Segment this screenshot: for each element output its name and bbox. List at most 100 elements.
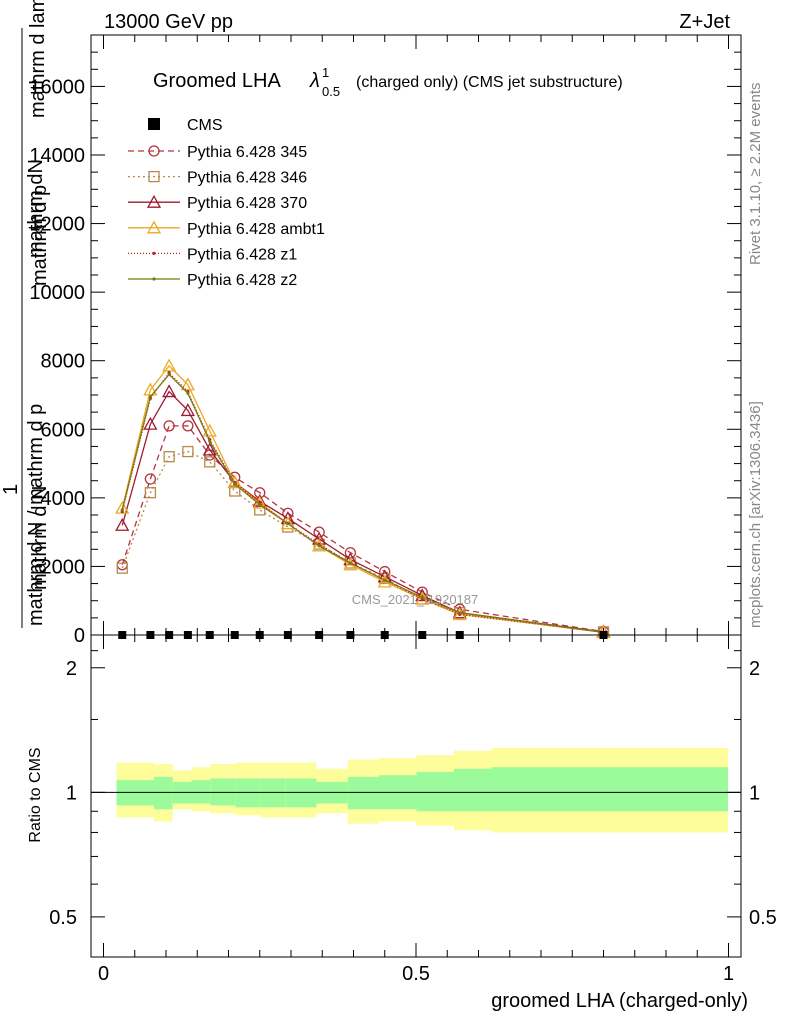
legend-marker <box>146 220 162 234</box>
data-point <box>208 439 212 443</box>
data-point <box>348 561 352 565</box>
ratio-tick-label: 2 <box>66 658 77 680</box>
series-line <box>121 450 604 633</box>
data-point <box>229 485 241 497</box>
header-left: 13000 GeV pp <box>104 11 233 33</box>
stat-uncertainty-band <box>191 780 211 804</box>
y-tick-label: 14000 <box>29 145 85 167</box>
series-line <box>121 425 604 633</box>
main-plot-panel: 0 2000 4000 6000 8000 10000 12000 14000 16000 CM… <box>29 34 742 647</box>
main-y-axis-label: mathrm dN mathrm d p mathrm d lambda 1 m… <box>0 0 51 628</box>
data-point <box>233 482 237 486</box>
title-sub: 0.5 <box>322 84 340 99</box>
data-point <box>148 395 152 399</box>
data-point <box>317 544 321 548</box>
ratio-y-axis: 0.5 0.5 1 1 2 2 <box>49 650 777 929</box>
legend-marker <box>146 194 162 208</box>
data-point <box>144 473 157 485</box>
title-main: Groomed LHA <box>153 70 281 92</box>
ylabel-top3: mathrm d lambda <box>27 0 49 118</box>
data-point <box>116 562 128 574</box>
legend-marker <box>148 145 160 157</box>
rivet-label: Rivet 3.1.10, ≥ 2.2M events <box>747 83 764 266</box>
legend: CMS Pythia 6.428 345 Pythia 6.428 346 Pyth… <box>128 117 325 289</box>
data-point <box>227 475 242 489</box>
stat-uncertainty-band <box>491 767 728 812</box>
data-point <box>458 611 462 615</box>
data-point <box>163 420 175 432</box>
x-axis: 0 0.5 1 <box>98 635 734 985</box>
data-point <box>180 403 195 417</box>
x-axis-label: groomed LHA (charged-only) <box>491 990 748 1012</box>
data-point <box>144 487 157 499</box>
data-point <box>379 572 391 585</box>
legend-label-cms: CMS <box>187 117 223 134</box>
data-point <box>182 420 194 432</box>
series-line <box>121 371 604 633</box>
y-tick-label: 0 <box>74 625 85 647</box>
x-tick-label: 0 <box>98 963 109 985</box>
x-tick-label: 0.5 <box>402 963 430 985</box>
legend-marker <box>152 251 156 255</box>
legend-label: Pythia 6.428 z1 <box>187 246 297 263</box>
data-point <box>163 451 175 463</box>
legend-label: Pythia 6.428 370 <box>187 195 307 212</box>
data-point <box>312 538 327 552</box>
stat-uncertainty-band <box>416 771 454 812</box>
ylabel-bottom2: mathrm d N <box>29 486 51 590</box>
ratio-tick-label: 0.5 <box>49 907 77 929</box>
data-point <box>313 526 325 538</box>
legend-label: Pythia 6.428 z2 <box>187 272 297 289</box>
legend-label: Pythia 6.428 345 <box>187 144 307 161</box>
y-tick-label: 4000 <box>41 488 86 510</box>
data-point <box>452 607 467 621</box>
title-sup: 1 <box>322 65 329 80</box>
ratio-y-label: Ratio to CMS <box>27 747 44 842</box>
data-point <box>180 377 195 391</box>
data-point <box>143 416 158 430</box>
main-y-axis: 0 2000 4000 6000 8000 10000 12000 14000 16000 <box>29 34 741 647</box>
header-right: Z+Jet <box>679 11 730 33</box>
legend-marker <box>148 170 160 183</box>
data-point <box>115 517 130 531</box>
y-tick-label: 10000 <box>29 282 85 304</box>
ylabel-bottom: mathrm d N / mathrm d p <box>25 404 47 626</box>
ylabel-mid: 1 <box>0 484 22 495</box>
stat-uncertainty-band <box>347 776 379 810</box>
data-point <box>383 578 387 582</box>
data-point <box>182 445 194 458</box>
data-point <box>162 358 177 372</box>
series-line <box>121 373 604 633</box>
series-2 <box>116 445 610 638</box>
ratio-plot-panel: 0.5 0.5 1 1 2 2 0 0.5 1 <box>49 634 777 985</box>
data-point <box>204 456 216 468</box>
stat-uncertainty-band <box>235 778 261 808</box>
y-tick-label: 8000 <box>41 351 86 373</box>
stat-uncertainty-band <box>154 776 173 810</box>
data-point <box>280 516 295 530</box>
data-point <box>143 382 158 396</box>
data-point <box>186 391 190 395</box>
ylabel-top2: mathrm d p <box>29 185 51 286</box>
data-point <box>116 559 128 571</box>
data-point <box>120 508 124 512</box>
data-point <box>452 605 467 619</box>
ratio-tick-label-right: 1 <box>749 782 760 804</box>
ratio-tick-label: 1 <box>66 782 77 804</box>
data-point <box>202 442 217 456</box>
ratio-tick-label-right: 2 <box>749 658 760 680</box>
x-tick-label: 1 <box>723 963 734 985</box>
data-point <box>420 595 424 599</box>
uncertainty-bands <box>116 747 728 833</box>
legend-label: Pythia 6.428 346 <box>187 170 307 187</box>
title-symbol: λ <box>309 70 320 92</box>
y-tick-label: 2000 <box>41 556 86 578</box>
data-point <box>167 372 171 377</box>
legend-marker-cms <box>148 118 160 130</box>
data-point <box>286 521 290 526</box>
plot-title: Groomed LHA λ 1 0.5 (charged only) (CMS … <box>153 65 623 99</box>
title-rest: (charged only) (CMS jet substructure) <box>356 74 623 91</box>
data-point <box>162 384 177 398</box>
stat-uncertainty-band <box>285 778 317 808</box>
